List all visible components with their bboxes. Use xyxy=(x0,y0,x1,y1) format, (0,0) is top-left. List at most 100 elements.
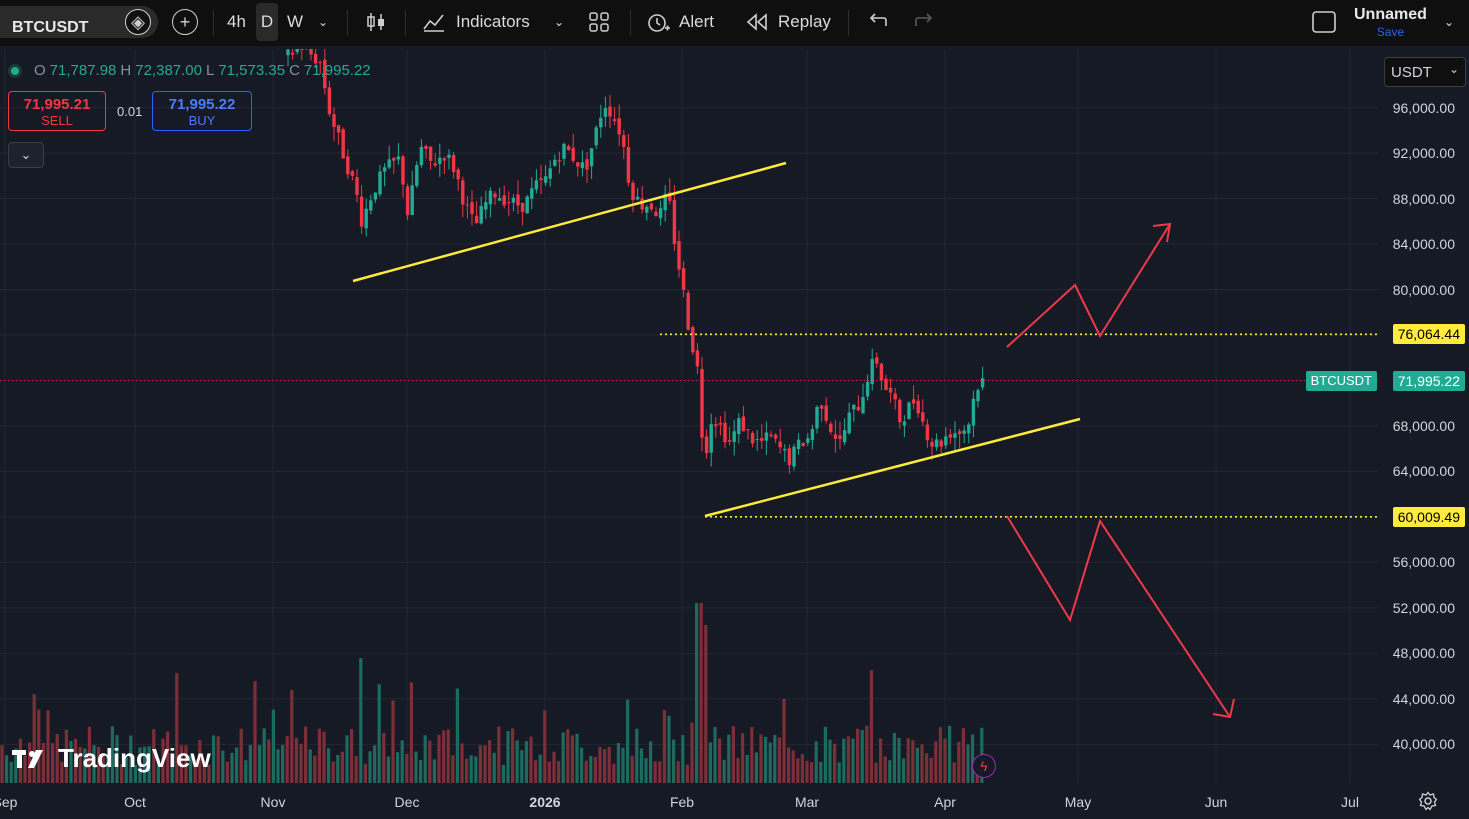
volume-bar xyxy=(202,760,206,783)
fullscreen-square-icon[interactable] xyxy=(1312,0,1336,44)
alert-button[interactable]: Alert xyxy=(645,0,714,44)
interval-w[interactable]: W xyxy=(287,12,304,31)
candle-body xyxy=(884,378,888,391)
candle-body xyxy=(359,196,364,227)
volume-bar xyxy=(110,726,114,783)
price-chart[interactable] xyxy=(0,49,1378,783)
layout-name-button[interactable]: Unnamed Save xyxy=(1354,6,1427,39)
volume-bar xyxy=(718,738,722,783)
symbol-search[interactable]: BTCUSDT ◈ xyxy=(0,6,158,38)
bullish-scenario-arrow xyxy=(1006,223,1171,348)
volume-bar xyxy=(262,728,266,783)
market-status-icon[interactable] xyxy=(8,63,22,78)
candle-body xyxy=(336,125,341,133)
price-axis[interactable]: 96,000.00 92,000.00 88,000.00 84,000.00 80,0… xyxy=(1378,49,1469,783)
replay-button[interactable]: Replay xyxy=(746,0,831,44)
candle-body xyxy=(948,434,953,438)
volume-bar xyxy=(653,761,657,783)
sell-button[interactable]: 71,995.21 SELL xyxy=(8,91,106,131)
time-tick: Mar xyxy=(794,794,820,810)
time-axis[interactable]: Sep Oct Nov Dec 2026 Feb Mar Apr May Jun Jul xyxy=(0,783,1469,819)
time-tick: Apr xyxy=(934,794,956,810)
volume-bar xyxy=(124,756,128,783)
candle-body xyxy=(318,62,322,64)
open-value: 71,787.98 xyxy=(49,62,117,79)
time-tick: Jul xyxy=(1341,794,1359,810)
volume-bar xyxy=(524,741,528,783)
buy-button[interactable]: 71,995.22 BUY xyxy=(152,91,252,131)
volume-bar xyxy=(469,755,473,783)
candle-body xyxy=(677,241,681,270)
volume-bar xyxy=(704,625,708,783)
undo-icon[interactable] xyxy=(866,0,888,44)
candle-body xyxy=(392,157,396,161)
layout-chevron-down-icon[interactable]: ⌄ xyxy=(1444,15,1455,29)
indicators-chevron-down-icon[interactable]: ⌄ xyxy=(554,15,565,29)
bearish-arrow-head xyxy=(1212,698,1235,719)
interval-d[interactable]: D xyxy=(256,3,278,41)
volume-bar xyxy=(787,747,791,783)
candle-body xyxy=(300,49,304,51)
volume-bar xyxy=(253,681,257,783)
compare-add-icon[interactable]: + xyxy=(172,9,198,35)
candle-body xyxy=(451,155,456,173)
indicators-button[interactable]: Indicators xyxy=(422,0,530,44)
layouts-grid-icon[interactable] xyxy=(588,0,610,44)
currency-select[interactable]: USDT ⌄ xyxy=(1384,57,1466,87)
volume-bar xyxy=(244,760,248,783)
volume-bar xyxy=(451,755,455,783)
volume-bar xyxy=(708,742,712,783)
volume-bar xyxy=(258,745,262,783)
trendline-upper xyxy=(352,161,787,283)
indicators-icon xyxy=(423,14,444,32)
volume-bar xyxy=(483,745,487,783)
last-price-label: 71,995.22 xyxy=(1392,370,1465,391)
expand-chevron-down-icon[interactable]: ⌄ xyxy=(8,142,44,168)
candle-body xyxy=(916,400,920,414)
candle-body xyxy=(332,114,336,127)
interval-4h[interactable]: 4h xyxy=(227,12,246,31)
candle-body xyxy=(746,429,750,431)
top-toolbar: BTCUSDT ◈ + 4h D W ⌄ Indicators ⌄ Alert … xyxy=(0,0,1469,46)
candle-body xyxy=(672,199,677,245)
volume-bar xyxy=(32,694,36,783)
volume-bar xyxy=(851,738,855,783)
layout-name: Unnamed xyxy=(1354,6,1427,23)
settings-gear-icon[interactable] xyxy=(1418,791,1438,816)
volume-bar xyxy=(9,761,13,783)
volume-bar xyxy=(143,746,147,783)
candle-body xyxy=(865,381,870,397)
volume-bar xyxy=(248,745,252,783)
time-tick: Sep xyxy=(0,794,18,810)
candle-body xyxy=(576,162,580,167)
candles-chart-type-icon[interactable] xyxy=(365,0,387,44)
volume-bar xyxy=(547,761,551,783)
volume-bar xyxy=(37,709,41,783)
lightning-icon[interactable]: ϟ xyxy=(972,754,996,778)
candle-body xyxy=(433,163,437,166)
volume-bar xyxy=(101,755,105,783)
volume-bar xyxy=(846,736,850,783)
price-tick: 80,000.00 xyxy=(1392,281,1455,298)
volume-bar xyxy=(520,750,524,783)
save-label[interactable]: Save xyxy=(1376,25,1405,39)
volume-bar xyxy=(791,750,795,783)
redo-icon[interactable] xyxy=(914,0,936,44)
volume-bar xyxy=(69,740,73,783)
candle-body xyxy=(415,164,419,186)
candle-body xyxy=(290,52,295,55)
candle-body xyxy=(852,404,856,410)
candle-body xyxy=(594,127,598,146)
interval-chevron-down-icon[interactable]: ⌄ xyxy=(318,15,329,29)
volume-bar xyxy=(304,726,308,783)
volume-bar xyxy=(327,748,331,783)
candle-body xyxy=(419,146,424,166)
symbol-diamond-icon[interactable]: ◈ xyxy=(125,9,151,35)
volume-bar xyxy=(879,738,883,783)
high-value: 72,387.00 xyxy=(135,62,202,79)
volume-bar xyxy=(842,738,846,783)
candle-body xyxy=(792,446,796,467)
volume-bar xyxy=(649,741,653,783)
volume-bar xyxy=(621,747,625,783)
volume-bar xyxy=(340,751,344,783)
